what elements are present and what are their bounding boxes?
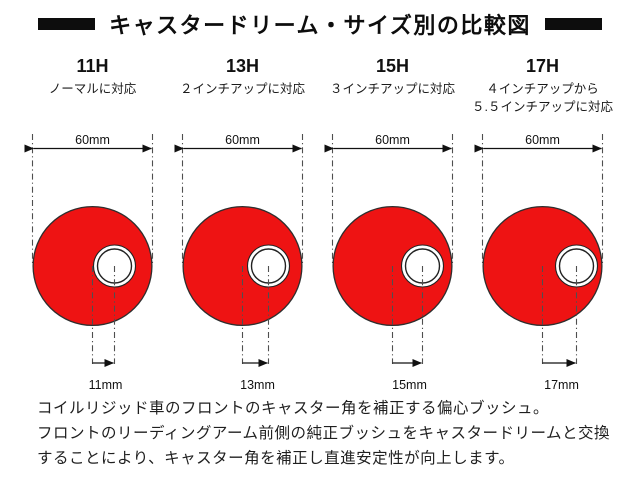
fit-label: ２インチアップに対応 (168, 80, 318, 98)
outer-diameter-label: 60mm (75, 133, 110, 147)
title-rule-right (544, 18, 602, 30)
fit-line: ２インチアップに対応 (179, 82, 305, 96)
bushing-diagram-11H: 60mm 11mm (24, 133, 154, 392)
title-rule-left (38, 18, 96, 30)
fit-line: ノーマルに対応 (48, 82, 137, 96)
size-label: 13H (225, 56, 260, 76)
column-header-11H: 11H ノーマルに対応 (18, 55, 168, 98)
outer-diameter-label: 60mm (375, 133, 410, 147)
offset-label: 11mm (89, 378, 123, 392)
bushing-diagram-13H: 60mm 13mm (174, 133, 304, 392)
bushing-diagram-15H: 60mm 15mm (324, 133, 454, 392)
page-title-text: キャスタードリーム・サイズ別の比較図 (109, 13, 531, 38)
description-line-2: フロントのリーディングアーム前側の純正ブッシュをキャスタードリームと交換 (37, 425, 611, 442)
fit-label: ４インチアップから ５.５インチアップに対応 (468, 80, 618, 116)
fit-label: ノーマルに対応 (18, 80, 168, 98)
fit-line: ３インチアップに対応 (329, 82, 455, 96)
size-label: 11H (76, 56, 109, 76)
outer-diameter-label: 60mm (225, 133, 260, 147)
size-label: 15H (375, 56, 410, 76)
column-header-13H: 13H ２インチアップに対応 (168, 55, 318, 98)
column-header-17H: 17H ４インチアップから ５.５インチアップに対応 (468, 55, 618, 116)
fit-line: ５.５インチアップに対応 (472, 100, 613, 114)
description: コイルリジッド車のフロントのキャスター角を補正する偏心ブッシュ。 フロントのリー… (37, 400, 617, 476)
outer-diameter-label: 60mm (525, 133, 560, 147)
column-header-15H: 15H ３インチアップに対応 (318, 55, 468, 98)
fit-line: ４インチアップから (486, 82, 599, 96)
size-label: 17H (525, 56, 560, 76)
offset-label: 13mm (240, 378, 275, 392)
offset-label: 15mm (392, 378, 427, 392)
bushing-diagram-17H: 60mm 17mm (474, 133, 604, 392)
description-line-1: コイルリジッド車のフロントのキャスター角を補正する偏心ブッシュ。 (37, 400, 550, 417)
description-line-3: することにより、キャスター角を補正し直進安定性が向上します。 (37, 450, 515, 467)
fit-label: ３インチアップに対応 (318, 80, 468, 98)
offset-label: 17mm (544, 378, 579, 392)
page-title: キャスタードリーム・サイズ別の比較図 (0, 8, 640, 40)
